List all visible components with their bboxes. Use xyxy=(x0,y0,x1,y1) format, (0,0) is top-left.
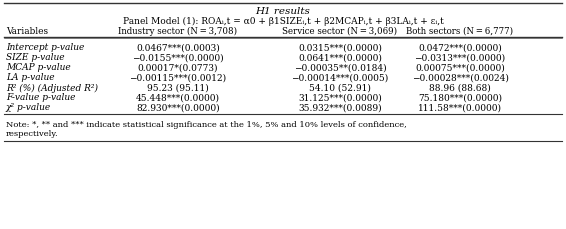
Text: 45.448***(0.0000): 45.448***(0.0000) xyxy=(136,93,220,102)
Text: respectively.: respectively. xyxy=(6,129,59,137)
Text: H1 results: H1 results xyxy=(256,8,310,16)
Text: −0.0155***(0.0000): −0.0155***(0.0000) xyxy=(132,53,224,62)
Text: −0.00035**(0.0184): −0.00035**(0.0184) xyxy=(294,63,387,72)
Text: −0.00028***(0.0024): −0.00028***(0.0024) xyxy=(411,73,508,82)
Text: Note: *, ** and *** indicate statistical significance at the 1%, 5% and 10% leve: Note: *, ** and *** indicate statistical… xyxy=(6,120,407,128)
Text: −0.0313***(0.0000): −0.0313***(0.0000) xyxy=(414,53,505,62)
Text: SIZE p-value: SIZE p-value xyxy=(6,53,65,62)
Text: MCAP p-value: MCAP p-value xyxy=(6,63,71,72)
Text: Intercept p-value: Intercept p-value xyxy=(6,43,84,52)
Text: 75.180***(0.0000): 75.180***(0.0000) xyxy=(418,93,502,102)
Text: 0.00017*(0.0773): 0.00017*(0.0773) xyxy=(138,63,218,72)
Text: 0.0467***(0.0003): 0.0467***(0.0003) xyxy=(136,43,220,52)
Text: −0.00014***(0.0005): −0.00014***(0.0005) xyxy=(291,73,389,82)
Text: 0.0641***(0.0000): 0.0641***(0.0000) xyxy=(298,53,382,62)
Text: Variables: Variables xyxy=(6,26,48,35)
Text: Panel Model (1): ROAᵢ,t = α0 + β1SIZEᵢ,t + β2MCAPᵢ,t + β3LAᵢ,t + εᵢ,t: Panel Model (1): ROAᵢ,t = α0 + β1SIZEᵢ,t… xyxy=(123,16,443,25)
Text: 0.0472***(0.0000): 0.0472***(0.0000) xyxy=(418,43,502,52)
Text: 111.58***(0.0000): 111.58***(0.0000) xyxy=(418,103,502,112)
Text: Both sectors (N = 6,777): Both sectors (N = 6,777) xyxy=(406,26,513,35)
Text: 35.932***(0.0089): 35.932***(0.0089) xyxy=(298,103,382,112)
Text: −0.00115***(0.0012): −0.00115***(0.0012) xyxy=(130,73,226,82)
Text: 54.10 (52.91): 54.10 (52.91) xyxy=(309,83,371,92)
Text: χ² p-value: χ² p-value xyxy=(6,103,52,112)
Text: 88.96 (88.68): 88.96 (88.68) xyxy=(429,83,491,92)
Text: 31.125***(0.0000): 31.125***(0.0000) xyxy=(298,93,382,102)
Text: 0.00075***(0.0000): 0.00075***(0.0000) xyxy=(415,63,505,72)
Text: 82.930***(0.0000): 82.930***(0.0000) xyxy=(136,103,220,112)
Text: Industry sector (N = 3,708): Industry sector (N = 3,708) xyxy=(118,26,238,35)
Text: 0.0315***(0.0000): 0.0315***(0.0000) xyxy=(298,43,382,52)
Text: F-value p-value: F-value p-value xyxy=(6,93,75,102)
Text: 95.23 (95.11): 95.23 (95.11) xyxy=(147,83,209,92)
Text: Service sector (N = 3,069): Service sector (N = 3,069) xyxy=(282,26,397,35)
Text: R² (%) (Adjusted R²): R² (%) (Adjusted R²) xyxy=(6,83,98,92)
Text: LA p-value: LA p-value xyxy=(6,73,55,82)
